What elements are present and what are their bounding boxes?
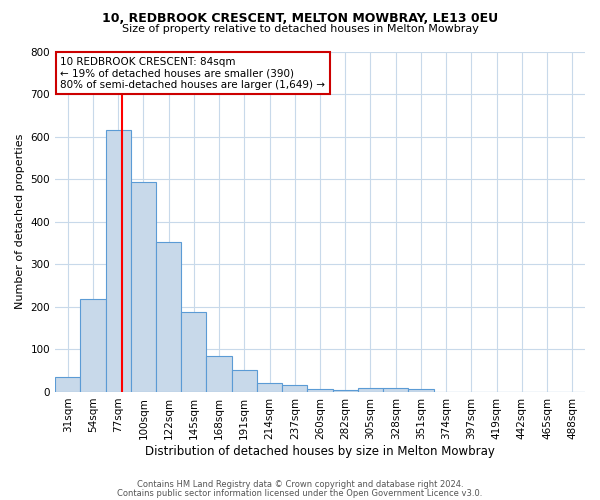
Bar (332, 390, 358, 392)
Y-axis label: Number of detached properties: Number of detached properties (15, 134, 25, 310)
Bar (55, 377, 80, 392)
Bar (80, 299, 106, 392)
Bar (358, 388, 383, 392)
Bar (257, 382, 282, 392)
Bar (282, 385, 307, 392)
Bar (206, 356, 232, 392)
Text: Size of property relative to detached houses in Melton Mowbray: Size of property relative to detached ho… (122, 24, 478, 34)
X-axis label: Distribution of detached houses by size in Melton Mowbray: Distribution of detached houses by size … (145, 444, 495, 458)
Bar (409, 390, 434, 392)
Text: 10 REDBROOK CRESCENT: 84sqm
← 19% of detached houses are smaller (390)
80% of se: 10 REDBROOK CRESCENT: 84sqm ← 19% of det… (61, 56, 325, 90)
Bar (131, 182, 156, 392)
Bar (232, 370, 257, 392)
Text: 10, REDBROOK CRESCENT, MELTON MOWBRAY, LE13 0EU: 10, REDBROOK CRESCENT, MELTON MOWBRAY, L… (102, 12, 498, 26)
Bar (106, 130, 131, 392)
Text: Contains public sector information licensed under the Open Government Licence v3: Contains public sector information licen… (118, 489, 482, 498)
Bar (307, 388, 332, 392)
Text: Contains HM Land Registry data © Crown copyright and database right 2024.: Contains HM Land Registry data © Crown c… (137, 480, 463, 489)
Bar (181, 312, 206, 392)
Bar (156, 242, 181, 392)
Bar (383, 388, 409, 392)
